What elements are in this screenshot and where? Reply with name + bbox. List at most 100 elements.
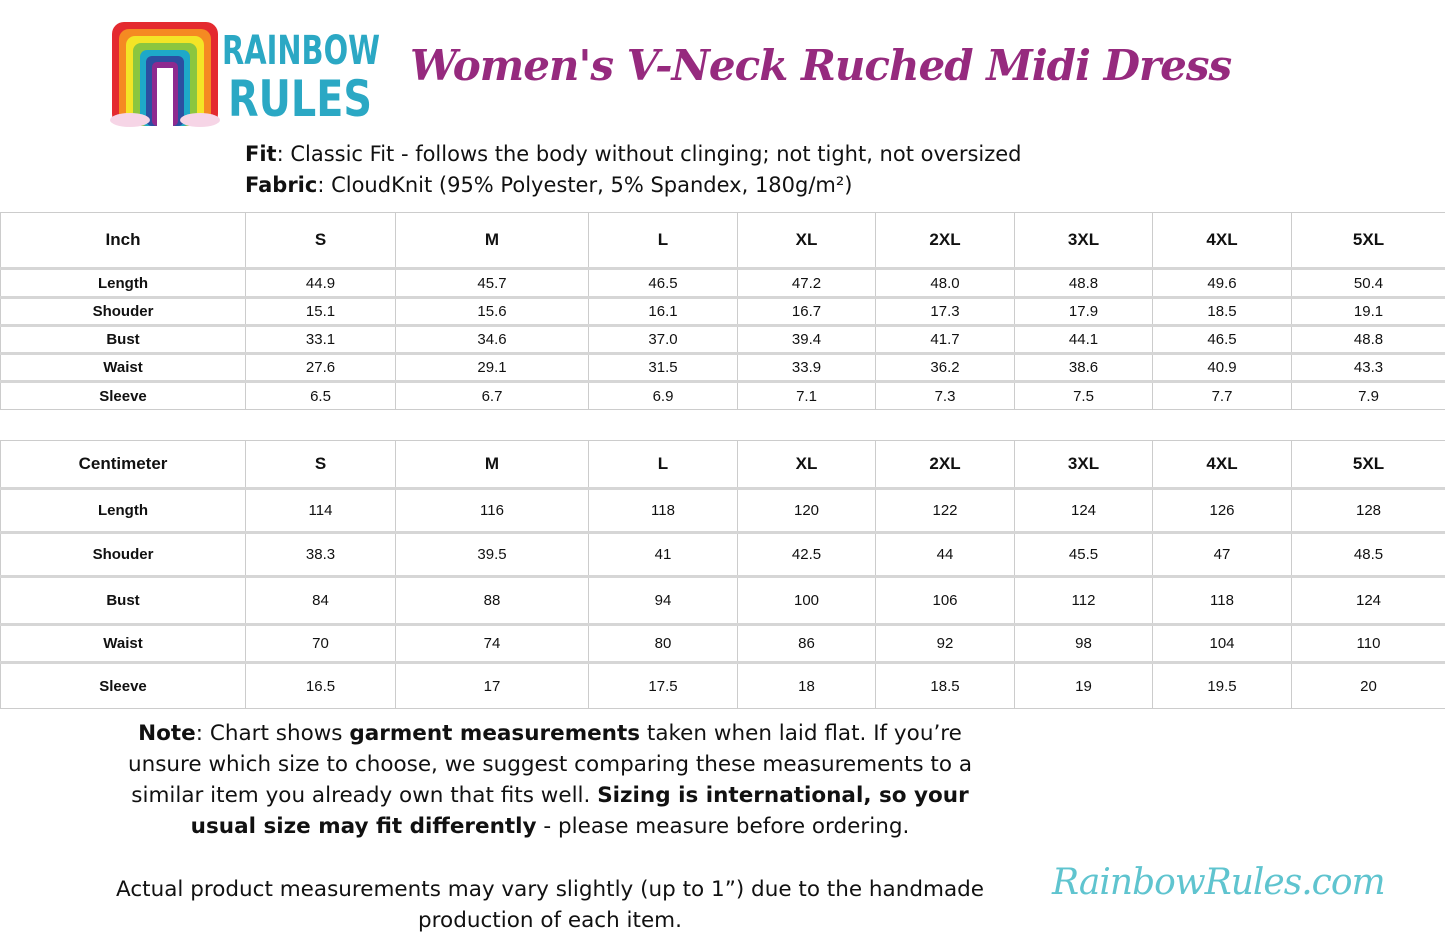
measurement-value: 126 xyxy=(1152,487,1292,533)
rainbow-rules-logo: RAINBOW RULES xyxy=(110,22,380,128)
svg-text:RAINBOW: RAINBOW xyxy=(222,28,380,74)
measurement-value: 44.9 xyxy=(245,267,396,298)
fit-spec: Fit: Classic Fit - follows the body with… xyxy=(245,142,1395,166)
measurement-value: 49.6 xyxy=(1152,267,1292,298)
measurement-value: 33.1 xyxy=(245,324,396,354)
measurement-value: 45.7 xyxy=(395,267,589,298)
measurement-value: 106 xyxy=(875,575,1015,625)
measurement-value: 44 xyxy=(875,531,1015,577)
table-row: Bust 84 88 94 100 106 112 118 124 xyxy=(0,575,1445,625)
table-row: Length 44.9 45.7 46.5 47.2 48.0 48.8 49.6 50.4 xyxy=(0,267,1445,298)
inch-size-table: Inch S M L XL 2XL 3XL 4XL 5XL Length 44.9 45.7 46.5 4… xyxy=(0,212,1445,410)
note-segment: garment measurements xyxy=(349,721,641,746)
measurement-value: 34.6 xyxy=(395,324,589,354)
measurement-value: 41.7 xyxy=(875,324,1015,354)
measurement-value: 33.9 xyxy=(737,352,876,382)
measurement-value: 120 xyxy=(737,487,876,533)
measurement-value: 45.5 xyxy=(1014,531,1153,577)
measurement-value: 7.5 xyxy=(1014,380,1153,410)
note-segment: Sizing is international, so your usual s… xyxy=(190,783,969,839)
unit-header: Centimeter xyxy=(0,440,246,489)
table-row: Length 114 116 118 120 122 124 126 128 xyxy=(0,487,1445,533)
measurement-value: 118 xyxy=(588,487,738,533)
measurement-value: 46.5 xyxy=(588,267,738,298)
measurement-value: 16.1 xyxy=(588,296,738,326)
measurement-value: 40.9 xyxy=(1152,352,1292,382)
measurement-value: 70 xyxy=(245,623,396,663)
size-header: S xyxy=(245,212,396,269)
table-row: Sleeve 6.5 6.7 6.9 7.1 7.3 7.5 7.7 7.9 xyxy=(0,380,1445,410)
table-row: Shouder 15.1 15.6 16.1 16.7 17.3 17.9 18.5 19.1 xyxy=(0,296,1445,326)
measurement-value: 6.7 xyxy=(395,380,589,410)
size-header: 4XL xyxy=(1152,212,1292,269)
measurement-value: 39.4 xyxy=(737,324,876,354)
measurement-value: 27.6 xyxy=(245,352,396,382)
svg-text:RULES: RULES xyxy=(228,70,372,128)
fit-value: : Classic Fit - follows the body without… xyxy=(276,142,1022,166)
measurement-value: 16.5 xyxy=(245,661,396,709)
measurement-value: 50.4 xyxy=(1291,267,1445,298)
measurement-value: 7.3 xyxy=(875,380,1015,410)
measurement-value: 94 xyxy=(588,575,738,625)
measurement-value: 48.0 xyxy=(875,267,1015,298)
table-row: Waist 27.6 29.1 31.5 33.9 36.2 38.6 40.9 43.3 xyxy=(0,352,1445,382)
table-row: Waist 70 74 80 86 92 98 104 110 xyxy=(0,623,1445,663)
measurement-value: 47.2 xyxy=(737,267,876,298)
size-header: S xyxy=(245,440,396,489)
measurement-value: 6.9 xyxy=(588,380,738,410)
measurement-label: Length xyxy=(0,487,246,533)
size-header: XL xyxy=(737,212,876,269)
measurement-label: Shouder xyxy=(0,296,246,326)
disclaimer: Actual product measurements may vary sli… xyxy=(116,877,984,933)
header-row: Inch S M L XL 2XL 3XL 4XL 5XL xyxy=(0,212,1445,269)
size-header: M xyxy=(395,212,589,269)
measurement-value: 17 xyxy=(395,661,589,709)
note-segment: taken when laid flat. If you’re unsure w… xyxy=(127,721,973,808)
measurement-value: 41 xyxy=(588,531,738,577)
measurement-value: 86 xyxy=(737,623,876,663)
measurement-value: 80 xyxy=(588,623,738,663)
measurement-value: 48.8 xyxy=(1291,324,1445,354)
measurement-value: 104 xyxy=(1152,623,1292,663)
measurement-value: 37.0 xyxy=(588,324,738,354)
note-segment: : Chart shows xyxy=(195,721,350,746)
unit-header: Inch xyxy=(0,212,246,269)
measurement-value: 122 xyxy=(875,487,1015,533)
measurement-value: 42.5 xyxy=(737,531,876,577)
measurement-value: 17.3 xyxy=(875,296,1015,326)
size-header: L xyxy=(588,212,738,269)
size-header: XL xyxy=(737,440,876,489)
measurement-label: Length xyxy=(0,267,246,298)
measurement-value: 18 xyxy=(737,661,876,709)
measurement-value: 38.3 xyxy=(245,531,396,577)
measurement-value: 17.9 xyxy=(1014,296,1153,326)
measurement-value: 20 xyxy=(1291,661,1445,709)
header-row: Centimeter S M L XL 2XL 3XL 4XL 5XL xyxy=(0,440,1445,489)
measurement-value: 48.8 xyxy=(1014,267,1153,298)
measurement-label: Shouder xyxy=(0,531,246,577)
measurement-value: 84 xyxy=(245,575,396,625)
size-header: L xyxy=(588,440,738,489)
size-header: 3XL xyxy=(1014,212,1153,269)
measurement-value: 44.1 xyxy=(1014,324,1153,354)
measurement-value: 39.5 xyxy=(395,531,589,577)
measurement-value: 112 xyxy=(1014,575,1153,625)
measurement-label: Waist xyxy=(0,623,246,663)
website-signature: RainbowRules.com xyxy=(1052,862,1386,903)
size-header: 2XL xyxy=(875,212,1015,269)
measurement-label: Sleeve xyxy=(0,380,246,410)
measurement-value: 18.5 xyxy=(875,661,1015,709)
fabric-label: Fabric xyxy=(245,173,318,197)
measurement-value: 29.1 xyxy=(395,352,589,382)
measurement-value: 88 xyxy=(395,575,589,625)
size-header: 3XL xyxy=(1014,440,1153,489)
measurement-value: 7.7 xyxy=(1152,380,1292,410)
measurement-value: 15.6 xyxy=(395,296,589,326)
fabric-spec: Fabric: CloudKnit (95% Polyester, 5% Spa… xyxy=(245,173,1395,197)
measurement-value: 43.3 xyxy=(1291,352,1445,382)
size-header: 4XL xyxy=(1152,440,1292,489)
measurement-value: 19 xyxy=(1014,661,1153,709)
note-segment: Note xyxy=(138,721,196,746)
measurement-value: 18.5 xyxy=(1152,296,1292,326)
page-title: Women's V-Neck Ruched Midi Dress xyxy=(410,41,1232,90)
